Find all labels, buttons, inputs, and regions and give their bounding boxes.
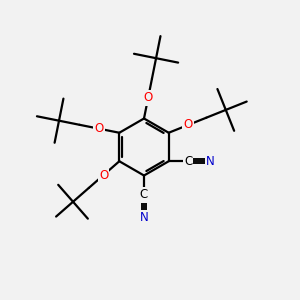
Text: C: C xyxy=(184,155,192,168)
Text: C: C xyxy=(140,188,148,202)
Text: N: N xyxy=(206,155,215,168)
Text: N: N xyxy=(140,211,148,224)
Text: O: O xyxy=(143,92,153,104)
Text: O: O xyxy=(184,118,193,131)
Text: O: O xyxy=(94,122,104,135)
Text: O: O xyxy=(99,169,108,182)
